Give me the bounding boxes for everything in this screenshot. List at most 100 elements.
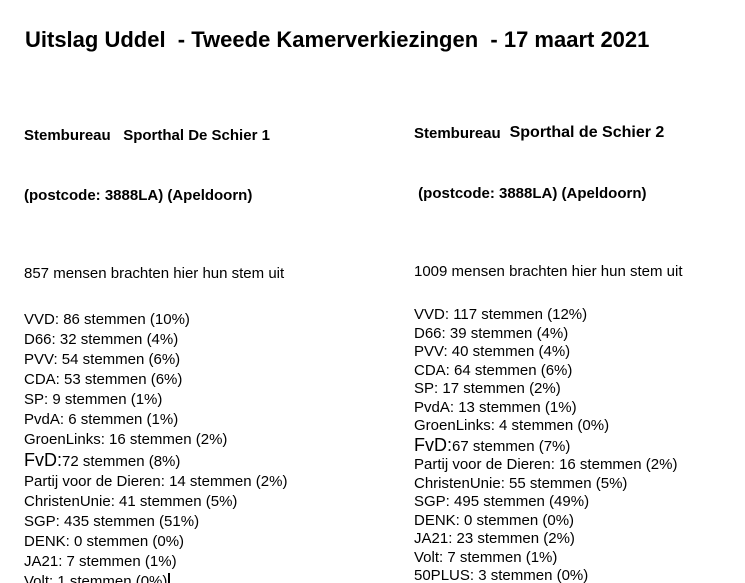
party-label: GroenLinks:: [24, 431, 110, 448]
text-caret: [168, 573, 170, 583]
votes-value: 72 stemmen (8%): [62, 453, 181, 470]
page-title: Uitslag Uddel - Tweede Kamerverkiezingen…: [25, 27, 650, 52]
votes-value: 9 stemmen (1%): [52, 391, 163, 408]
postcode-line: (postcode: 3888LA) (Apeldoorn): [24, 187, 253, 204]
votes-value: 14 stemmen (2%): [169, 473, 288, 490]
result-line: D66: 39 stemmen (4%): [414, 325, 745, 344]
result-line: PVV: 40 stemmen (4%): [414, 343, 745, 362]
votes-value: 17 stemmen (2%): [442, 380, 561, 397]
votes-value: 1 stemmen (0%): [57, 573, 168, 583]
station-name-line: Stembureau Sporthal de Schier 2: [414, 124, 745, 144]
party-label: Partij voor de Dieren:: [24, 473, 170, 490]
result-line: ChristenUnie: 41 stemmen (5%): [24, 492, 369, 512]
votes-value: 0 stemmen (0%): [74, 533, 185, 550]
result-line: SGP: 435 stemmen (51%): [24, 512, 369, 532]
votes-value: 0 stemmen (0%): [464, 511, 575, 529]
turnout-line: 1009 mensen brachten hier hun stem uit: [414, 263, 683, 280]
party-label: PvdA:: [414, 398, 459, 416]
result-line: CDA: 53 stemmen (6%): [24, 370, 369, 390]
station-name: Sporthal de Schier 2: [500, 124, 665, 141]
votes-value: 39 stemmen (4%): [449, 324, 569, 342]
results-list: VVD: 117 stemmen (12%) D66: 39 stemmen (4…: [414, 306, 745, 583]
result-line: FvD:72 stemmen (8%): [24, 450, 369, 472]
result-line: PvdA: 6 stemmen (1%): [24, 410, 369, 430]
result-line: CDA: 64 stemmen (6%): [414, 362, 745, 381]
station-name: Sporthal De Schier 1: [110, 127, 270, 144]
station-column-2: Stembureau Sporthal de Schier 2 (postcod…: [414, 84, 745, 583]
postcode-line: (postcode: 3888LA) (Apeldoorn): [414, 185, 647, 202]
result-line: VVD: 86 stemmen (10%): [24, 310, 369, 330]
party-label: SGP:: [414, 493, 455, 510]
result-line: Volt: 1 stemmen (0%): [24, 572, 369, 583]
votes-value: 4 stemmen (0%): [499, 417, 610, 434]
votes-value: 117 stemmen (12%): [453, 306, 588, 323]
party-label: JA21:: [24, 553, 67, 570]
party-label: FvD:: [414, 434, 452, 455]
station-prefix: Stembureau: [414, 125, 501, 142]
result-line: VVD: 117 stemmen (12%): [414, 306, 745, 325]
party-label: 50PLUS:: [414, 567, 479, 583]
votes-value: 13 stemmen (1%): [458, 398, 577, 416]
votes-value: 23 stemmen (2%): [456, 530, 575, 547]
result-line: SGP: 495 stemmen (49%): [414, 493, 745, 512]
party-label: Volt:: [414, 548, 448, 566]
party-label: GroenLinks:: [414, 417, 500, 434]
result-line: FvD:67 stemmen (7%): [414, 434, 745, 457]
results-list: VVD: 86 stemmen (10%) D66: 32 stemmen (4%…: [24, 310, 369, 583]
party-label: SP:: [24, 391, 53, 408]
party-label: D66:: [414, 324, 450, 342]
result-line: D66: 32 stemmen (4%): [24, 330, 369, 350]
party-label: DENK:: [24, 533, 75, 550]
votes-value: 41 stemmen (5%): [119, 493, 238, 510]
votes-value: 495 stemmen (49%): [454, 493, 590, 510]
votes-value: 67 stemmen (7%): [452, 437, 571, 455]
party-label: PVV:: [414, 343, 452, 360]
party-label: VVD:: [24, 311, 64, 328]
votes-value: 53 stemmen (6%): [64, 371, 183, 388]
station-header: Stembureau Sporthal De Schier 1 (postcod…: [24, 86, 369, 246]
votes-value: 54 stemmen (6%): [61, 351, 181, 368]
party-label: Partij voor de Dieren:: [414, 456, 560, 473]
result-line: 50PLUS: 3 stemmen (0%): [414, 567, 745, 583]
votes-value: 16 stemmen (2%): [109, 431, 228, 448]
votes-value: 7 stemmen (1%): [447, 548, 558, 566]
result-line: DENK: 0 stemmen (0%): [24, 532, 369, 552]
votes-value: 32 stemmen (4%): [59, 331, 179, 348]
result-line: SP: 17 stemmen (2%): [414, 380, 745, 399]
party-label: FvD:: [24, 450, 62, 470]
station-name-line: Stembureau Sporthal De Schier 1: [24, 126, 369, 146]
votes-value: 435 stemmen (51%): [64, 513, 200, 530]
result-line: JA21: 7 stemmen (1%): [24, 552, 369, 572]
party-label: JA21:: [414, 530, 457, 547]
party-label: ChristenUnie:: [414, 474, 510, 492]
party-label: DENK:: [414, 511, 465, 529]
party-label: Volt:: [24, 573, 58, 583]
votes-value: 64 stemmen (6%): [454, 361, 573, 379]
result-line: JA21: 23 stemmen (2%): [414, 530, 745, 549]
station-prefix: Stembureau: [24, 127, 111, 144]
votes-value: 7 stemmen (1%): [66, 553, 177, 570]
party-label: PvdA:: [24, 411, 69, 428]
result-line: DENK: 0 stemmen (0%): [414, 512, 745, 531]
result-line: Partij voor de Dieren: 14 stemmen (2%): [24, 472, 369, 492]
party-label: CDA:: [414, 361, 455, 379]
result-line: GroenLinks: 16 stemmen (2%): [24, 430, 369, 450]
party-label: D66:: [24, 331, 60, 348]
votes-value: 3 stemmen (0%): [478, 567, 589, 583]
result-line: GroenLinks: 4 stemmen (0%): [414, 417, 745, 436]
party-label: PVV:: [24, 351, 62, 368]
party-label: ChristenUnie:: [24, 493, 120, 510]
party-label: SGP:: [24, 513, 65, 530]
result-line: Partij voor de Dieren: 16 stemmen (2%): [414, 456, 745, 475]
result-line: ChristenUnie: 55 stemmen (5%): [414, 475, 745, 494]
party-label: SP:: [414, 380, 443, 397]
result-line: Volt: 7 stemmen (1%): [414, 549, 745, 568]
votes-value: 55 stemmen (5%): [509, 474, 628, 492]
result-line: PVV: 54 stemmen (6%): [24, 350, 369, 370]
party-label: CDA:: [24, 371, 65, 388]
party-label: VVD:: [414, 306, 454, 323]
result-line: PvdA: 13 stemmen (1%): [414, 399, 745, 418]
votes-value: 6 stemmen (1%): [68, 411, 179, 428]
result-line: SP: 9 stemmen (1%): [24, 390, 369, 410]
